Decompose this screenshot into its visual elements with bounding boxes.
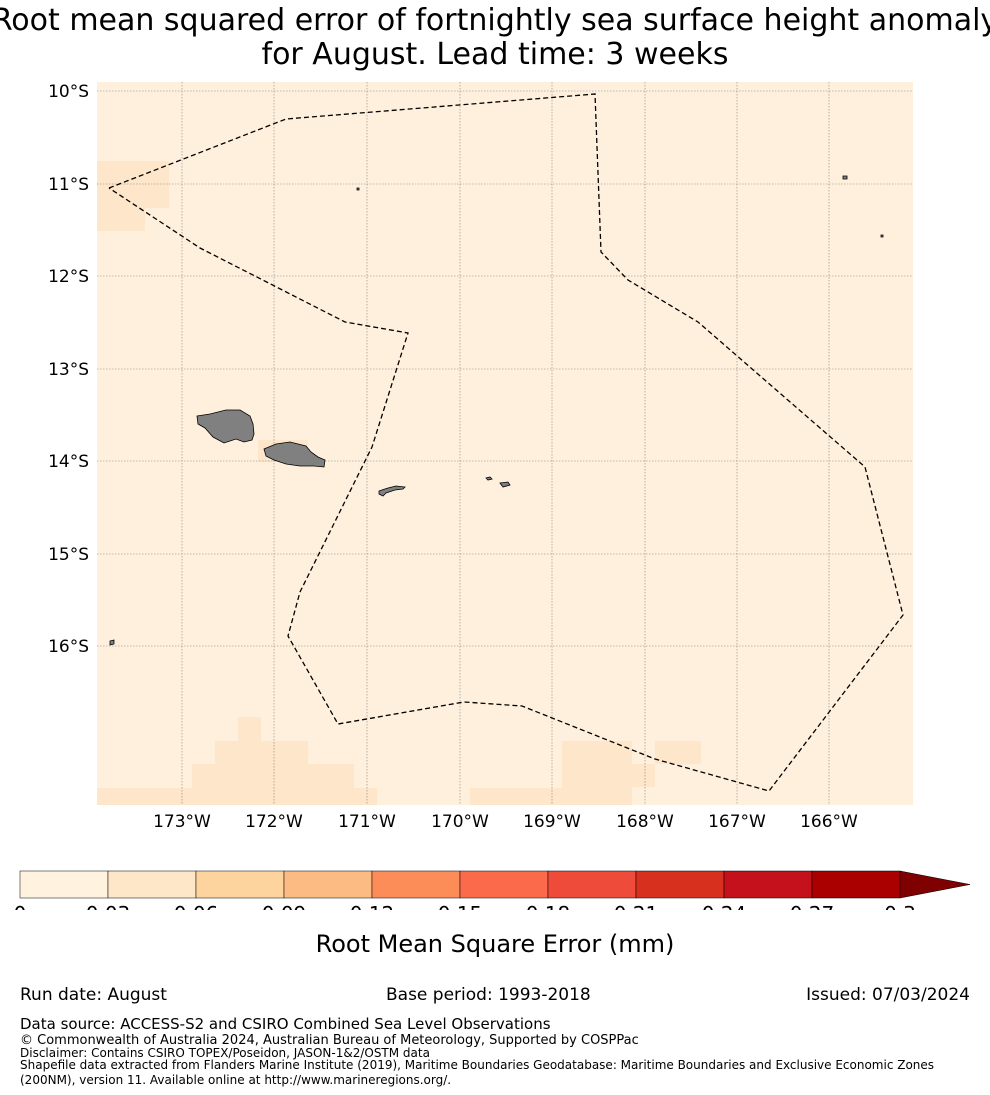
colorbar-segment <box>19 870 109 899</box>
colorbar-extend-arrow <box>899 870 971 899</box>
colorbar-tick-label: 0.12 <box>350 902 395 910</box>
eez-boundary <box>108 93 904 792</box>
error-cell <box>632 764 655 787</box>
lon-label: 166°W <box>800 812 858 832</box>
colorbar: 0 0.03 0.06 0.09 0.12 0.15 0.18 0.21 0.24 0.27 0.3 <box>14 870 971 910</box>
error-cell <box>655 741 701 764</box>
error-cells <box>97 161 701 805</box>
colorbar-tick-label: 0.21 <box>614 902 659 910</box>
swains-island <box>356 187 360 191</box>
colorbar-segment <box>195 870 285 899</box>
savaii-island <box>196 409 255 444</box>
error-cell <box>238 717 261 741</box>
lon-label: 168°W <box>616 812 674 832</box>
colorbar-segment <box>371 870 461 899</box>
ocean-field <box>97 82 913 805</box>
lon-label: 171°W <box>338 812 396 832</box>
run-date: Run date: August <box>20 985 167 1005</box>
title-line-1: Root mean squared error of fortnightly s… <box>0 3 990 38</box>
colorbar-tick-label: 0.03 <box>86 902 131 910</box>
error-cell <box>97 788 377 805</box>
map-title: Root mean squared error of fortnightly s… <box>0 4 990 72</box>
error-cell <box>97 161 169 208</box>
upolu-island <box>263 441 326 468</box>
colorbar-segment <box>547 870 637 899</box>
data-source: Data source: ACCESS-S2 and CSIRO Combine… <box>20 1015 551 1033</box>
shapefile-credit: Shapefile data extracted from Flanders M… <box>20 1058 935 1087</box>
tau-island <box>499 481 511 488</box>
error-cell <box>97 208 145 231</box>
colorbar-segment <box>283 870 373 899</box>
colorbar-tick-label: 0 <box>14 902 27 910</box>
longitude-labels: 173°W 172°W 171°W 170°W 169°W 168°W 167°… <box>153 812 858 832</box>
lat-label: 14°S <box>48 452 89 472</box>
colorbar-tick-label: 0.15 <box>438 902 483 910</box>
lon-label: 167°W <box>708 812 766 832</box>
error-cell <box>192 764 354 788</box>
colorbar-tick-label: 0.06 <box>174 902 219 910</box>
colorbar-tick-label: 0.24 <box>702 902 747 910</box>
lat-label: 12°S <box>48 267 89 287</box>
ofu-island <box>485 476 493 481</box>
latitude-labels: 10°S 11°S 12°S 13°S 14°S 15°S 16°S <box>48 82 89 657</box>
colorbar-segment <box>459 870 549 899</box>
colorbar-tick-label: 0.09 <box>262 902 307 910</box>
base-period: Base period: 1993-2018 <box>386 985 591 1005</box>
colorbar-segment <box>811 870 901 899</box>
islet-east <box>880 234 884 238</box>
colorbar-segment <box>635 870 725 899</box>
lat-label: 10°S <box>48 82 89 102</box>
error-cell <box>470 788 562 805</box>
lat-label: 15°S <box>48 545 89 565</box>
tutuila-island <box>378 485 406 497</box>
title-line-2: for August. Lead time: 3 weeks <box>261 37 729 72</box>
lon-label: 169°W <box>523 812 581 832</box>
error-cell <box>562 741 632 805</box>
islet-southwest <box>109 639 115 646</box>
issued-date: Issued: 07/03/2024 <box>806 985 970 1005</box>
error-cell <box>215 741 308 764</box>
lat-label: 13°S <box>48 360 89 380</box>
colorbar-tick-label: 0.27 <box>790 902 835 910</box>
lon-label: 172°W <box>245 812 303 832</box>
islet-northeast <box>842 175 848 180</box>
land-masses <box>109 175 884 646</box>
lat-label: 11°S <box>48 175 89 195</box>
map-panel <box>97 82 913 805</box>
lon-label: 170°W <box>431 812 489 832</box>
colorbar-label: Root Mean Square Error (mm) <box>315 930 675 958</box>
colorbar-segment <box>107 870 197 899</box>
lon-label: 173°W <box>153 812 211 832</box>
gridlines <box>97 82 913 805</box>
copyright-notice: © Commonwealth of Australia 2024, Austra… <box>20 1033 639 1048</box>
disclaimer: Disclaimer: Contains CSIRO TOPEX/Poseido… <box>20 1046 430 1060</box>
colorbar-segment <box>723 870 813 899</box>
map-figure: 10°S 11°S 12°S 13°S 14°S 15°S 16°S 173°W… <box>14 82 971 910</box>
colorbar-tick-label: 0.3 <box>884 902 916 910</box>
colorbar-tick-label: 0.18 <box>526 902 571 910</box>
lat-label: 16°S <box>48 637 89 657</box>
